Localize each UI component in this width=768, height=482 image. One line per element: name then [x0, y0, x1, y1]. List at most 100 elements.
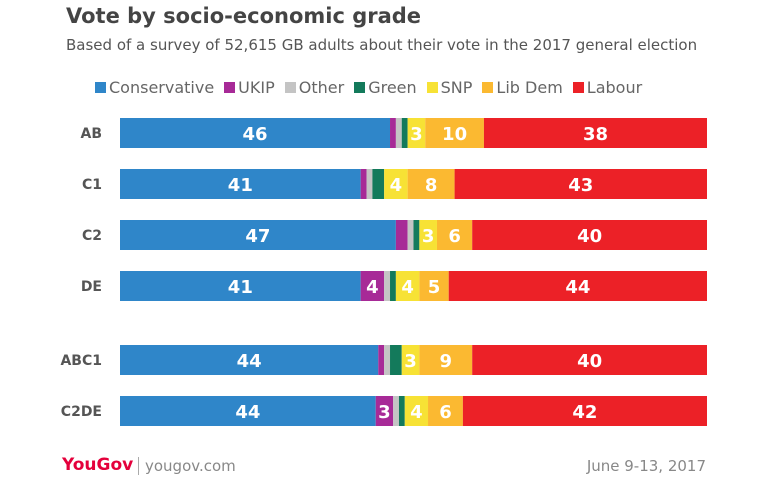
legend-label: SNP — [440, 78, 473, 97]
legend-item: Lib Dem — [482, 78, 563, 97]
data-label: 44 — [235, 402, 260, 423]
data-label: 6 — [448, 226, 461, 247]
bar-segment — [436, 220, 473, 250]
bar-segment — [120, 118, 391, 148]
bar-segment — [454, 169, 707, 199]
category-label: C1 — [82, 177, 102, 193]
legend-swatch — [284, 82, 296, 93]
data-label: 4 — [366, 277, 379, 298]
data-label: 4 — [410, 402, 423, 423]
bar-segment — [413, 220, 420, 250]
data-label: 40 — [577, 351, 602, 372]
category-label: C2DE — [61, 404, 102, 420]
legend-item: Green — [354, 78, 417, 97]
data-label: 38 — [583, 124, 608, 145]
data-label: 3 — [378, 402, 391, 423]
yougov-logo: YouGov — [62, 455, 134, 475]
bar-segment — [120, 271, 361, 301]
bar-segment — [378, 345, 385, 375]
bar-segment — [428, 396, 463, 426]
data-label: 47 — [245, 226, 270, 247]
legend-swatch — [354, 82, 366, 93]
footer-date: June 9-13, 2017 — [586, 457, 706, 475]
legend-swatch — [426, 82, 438, 93]
bar-segment — [398, 396, 405, 426]
legend-item: Labour — [572, 78, 643, 97]
bar-segment — [366, 169, 373, 199]
category-label: AB — [80, 126, 102, 142]
legend-swatch — [482, 82, 494, 93]
legend: Conservative UKIP Other Green SNP Lib Dem Labo… — [95, 78, 642, 97]
legend-item: Other — [284, 78, 345, 97]
legend-swatch — [95, 82, 106, 93]
bar-segment — [120, 396, 376, 426]
data-label: 10 — [442, 124, 467, 145]
data-label: 41 — [228, 175, 253, 196]
bar-segment — [425, 118, 484, 148]
category-label: C2 — [82, 228, 102, 244]
bar-segment — [419, 271, 449, 301]
legend-swatch — [224, 82, 236, 93]
category-label: DE — [81, 279, 102, 295]
data-label: 5 — [428, 277, 441, 298]
data-label: 4 — [390, 175, 403, 196]
bar-segment — [472, 345, 707, 375]
bar-segment — [384, 169, 408, 199]
bar-segment — [372, 169, 385, 199]
bar-segment — [419, 345, 473, 375]
bar-segment — [407, 169, 455, 199]
legend-item: SNP — [426, 78, 473, 97]
legend-label: Other — [298, 78, 345, 97]
bar-segment — [462, 396, 707, 426]
legend-label: Conservative — [109, 78, 215, 97]
bar-segment — [419, 220, 437, 250]
bar-segment — [483, 118, 707, 148]
bar-segment — [120, 345, 379, 375]
bar-segment — [390, 271, 396, 301]
bar-segment — [407, 118, 426, 148]
bar-segment — [395, 118, 402, 148]
data-label: 41 — [228, 277, 253, 298]
data-label: 42 — [572, 402, 597, 423]
footer-site: yougov.com — [138, 457, 236, 475]
data-label: 44 — [565, 277, 590, 298]
data-label: 6 — [439, 402, 452, 423]
legend-label: Green — [368, 78, 417, 97]
bar-segment — [401, 345, 420, 375]
bar-segment — [360, 169, 367, 199]
bar-segment — [395, 271, 420, 301]
bar-segment — [401, 118, 408, 148]
bar-segment — [407, 220, 414, 250]
chart-subtitle: Based of a survey of 52,615 GB adults ab… — [66, 36, 698, 54]
bar-segment — [395, 220, 408, 250]
data-label: 8 — [425, 175, 438, 196]
bar-segment — [384, 345, 391, 375]
data-label: 4 — [401, 277, 414, 298]
data-label: 9 — [440, 351, 453, 372]
bar-segment — [360, 271, 385, 301]
data-label: 40 — [577, 226, 602, 247]
data-label: 44 — [237, 351, 262, 372]
legend-item: UKIP — [224, 78, 275, 97]
chart-title: Vote by socio-economic grade — [66, 4, 422, 28]
legend-item: Conservative — [95, 78, 214, 97]
bar-segment — [384, 271, 391, 301]
data-label: 3 — [410, 124, 423, 145]
legend-label: Lib Dem — [496, 78, 563, 97]
legend-swatch — [572, 82, 584, 93]
data-label: 3 — [422, 226, 435, 247]
data-label: 43 — [568, 175, 593, 196]
bar-segment — [472, 220, 707, 250]
bar-segment — [120, 169, 361, 199]
bar-segment — [375, 396, 394, 426]
bar-segment — [390, 345, 402, 375]
data-label: 46 — [242, 124, 267, 145]
bar-segment — [404, 396, 429, 426]
bar-segment — [393, 396, 399, 426]
bar-segment — [390, 118, 396, 148]
legend-label: UKIP — [238, 78, 275, 97]
data-label: 3 — [404, 351, 417, 372]
legend-label: Labour — [586, 78, 643, 97]
category-label: ABC1 — [60, 353, 102, 369]
